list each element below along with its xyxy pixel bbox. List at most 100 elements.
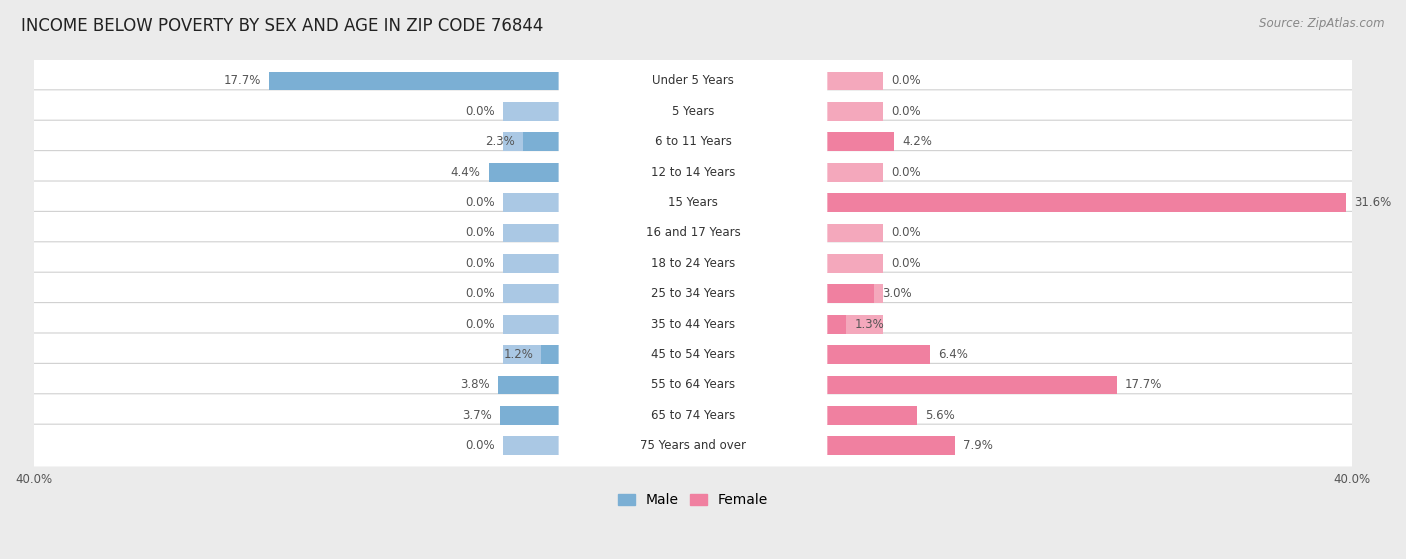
FancyBboxPatch shape xyxy=(558,433,827,459)
FancyBboxPatch shape xyxy=(558,159,827,185)
Text: 5 Years: 5 Years xyxy=(672,105,714,118)
FancyBboxPatch shape xyxy=(558,98,827,125)
Bar xyxy=(503,376,561,395)
FancyBboxPatch shape xyxy=(558,220,827,246)
Bar xyxy=(503,285,561,303)
Text: 0.0%: 0.0% xyxy=(891,257,921,270)
Text: 6.4%: 6.4% xyxy=(939,348,969,361)
Bar xyxy=(270,72,561,91)
Bar xyxy=(503,437,561,455)
Text: 65 to 74 Years: 65 to 74 Years xyxy=(651,409,735,422)
Text: 17.7%: 17.7% xyxy=(224,74,262,88)
FancyBboxPatch shape xyxy=(558,372,827,398)
Bar xyxy=(499,376,561,395)
Bar xyxy=(825,345,931,364)
Text: 0.0%: 0.0% xyxy=(465,287,495,300)
Bar xyxy=(503,72,561,91)
Bar xyxy=(488,163,561,182)
Bar xyxy=(503,224,561,243)
Bar xyxy=(501,406,561,425)
Text: 25 to 34 Years: 25 to 34 Years xyxy=(651,287,735,300)
Text: 5.6%: 5.6% xyxy=(925,409,955,422)
Bar xyxy=(825,376,883,395)
Bar xyxy=(825,132,883,151)
Bar xyxy=(825,224,883,243)
Text: 0.0%: 0.0% xyxy=(465,226,495,239)
Bar xyxy=(825,345,931,364)
Text: 18 to 24 Years: 18 to 24 Years xyxy=(651,257,735,270)
FancyBboxPatch shape xyxy=(558,311,827,337)
Text: 3.8%: 3.8% xyxy=(461,378,491,391)
Bar xyxy=(825,72,883,91)
FancyBboxPatch shape xyxy=(20,211,1365,254)
Bar xyxy=(270,72,561,91)
FancyBboxPatch shape xyxy=(20,150,1365,194)
Bar xyxy=(825,315,883,334)
Text: 16 and 17 Years: 16 and 17 Years xyxy=(645,226,741,239)
Text: 35 to 44 Years: 35 to 44 Years xyxy=(651,318,735,331)
Text: 0.0%: 0.0% xyxy=(891,165,921,179)
Bar xyxy=(825,254,883,273)
Text: 12 to 14 Years: 12 to 14 Years xyxy=(651,165,735,179)
Bar xyxy=(825,437,955,455)
FancyBboxPatch shape xyxy=(558,342,827,368)
Bar xyxy=(825,437,883,455)
Text: 1.3%: 1.3% xyxy=(855,318,884,331)
Bar xyxy=(501,406,561,425)
Bar xyxy=(503,315,561,334)
FancyBboxPatch shape xyxy=(20,394,1365,437)
FancyBboxPatch shape xyxy=(20,120,1365,163)
Bar xyxy=(503,193,561,212)
FancyBboxPatch shape xyxy=(20,242,1365,285)
Bar xyxy=(503,163,561,182)
Text: 0.0%: 0.0% xyxy=(891,74,921,88)
Bar xyxy=(541,345,561,364)
FancyBboxPatch shape xyxy=(558,281,827,307)
Text: 55 to 64 Years: 55 to 64 Years xyxy=(651,378,735,391)
Bar xyxy=(825,163,883,182)
Bar xyxy=(825,132,894,151)
Bar xyxy=(541,345,561,364)
Text: 75 Years and over: 75 Years and over xyxy=(640,439,747,452)
FancyBboxPatch shape xyxy=(558,250,827,277)
Bar xyxy=(503,132,561,151)
Text: 0.0%: 0.0% xyxy=(465,257,495,270)
Text: 17.7%: 17.7% xyxy=(1125,378,1163,391)
FancyBboxPatch shape xyxy=(20,424,1365,467)
Text: 6 to 11 Years: 6 to 11 Years xyxy=(655,135,731,148)
FancyBboxPatch shape xyxy=(20,181,1365,224)
Bar xyxy=(503,102,561,121)
Text: Source: ZipAtlas.com: Source: ZipAtlas.com xyxy=(1260,17,1385,30)
Text: INCOME BELOW POVERTY BY SEX AND AGE IN ZIP CODE 76844: INCOME BELOW POVERTY BY SEX AND AGE IN Z… xyxy=(21,17,544,35)
Bar xyxy=(825,406,917,425)
Text: 0.0%: 0.0% xyxy=(465,196,495,209)
FancyBboxPatch shape xyxy=(20,333,1365,376)
Bar xyxy=(503,254,561,273)
Bar xyxy=(825,285,883,303)
Text: 4.4%: 4.4% xyxy=(450,165,481,179)
Bar xyxy=(825,345,883,364)
Bar xyxy=(825,102,883,121)
Bar xyxy=(825,437,955,455)
FancyBboxPatch shape xyxy=(20,90,1365,133)
Text: 15 Years: 15 Years xyxy=(668,196,718,209)
Text: 0.0%: 0.0% xyxy=(465,105,495,118)
Bar xyxy=(825,193,1346,212)
Bar xyxy=(825,193,1346,212)
Text: 2.3%: 2.3% xyxy=(485,135,515,148)
FancyBboxPatch shape xyxy=(558,68,827,94)
Bar xyxy=(825,376,1116,395)
Text: 3.0%: 3.0% xyxy=(883,287,912,300)
FancyBboxPatch shape xyxy=(558,190,827,216)
Text: 0.0%: 0.0% xyxy=(465,318,495,331)
Text: 0.0%: 0.0% xyxy=(891,226,921,239)
Text: 4.2%: 4.2% xyxy=(903,135,932,148)
Bar xyxy=(503,345,561,364)
Text: 3.7%: 3.7% xyxy=(463,409,492,422)
Bar xyxy=(523,132,561,151)
Bar xyxy=(825,285,875,303)
Bar xyxy=(825,406,883,425)
Text: 45 to 54 Years: 45 to 54 Years xyxy=(651,348,735,361)
Text: Under 5 Years: Under 5 Years xyxy=(652,74,734,88)
Bar xyxy=(523,132,561,151)
